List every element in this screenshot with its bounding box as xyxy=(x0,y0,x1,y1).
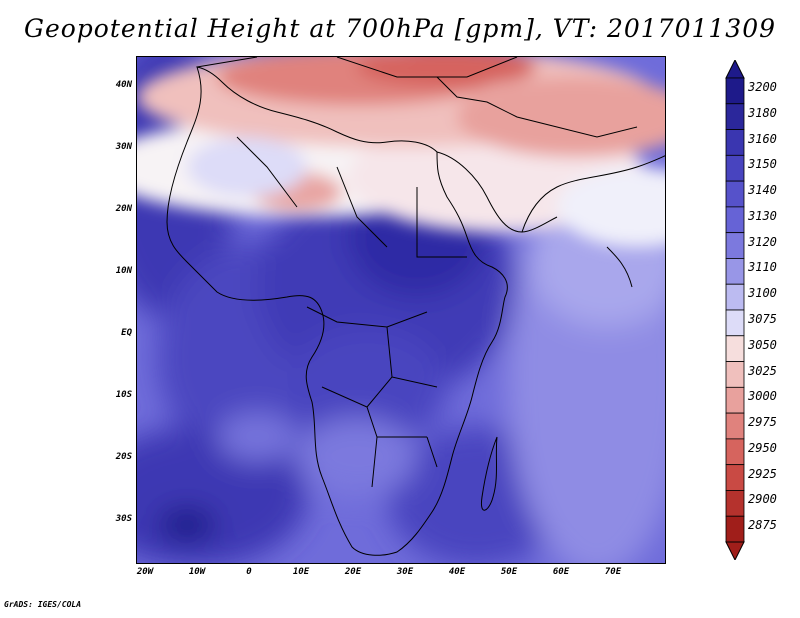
colorbar-label: 3025 xyxy=(748,363,777,378)
colorbar-swatch xyxy=(725,77,745,105)
colorbar-swatch xyxy=(725,129,745,156)
colorbar-swatch xyxy=(725,283,745,311)
colorbar-swatch xyxy=(725,515,745,543)
colorbar-swatch xyxy=(725,412,745,440)
colorbar xyxy=(725,60,745,560)
colorbar-label: 2900 xyxy=(748,492,777,507)
colorbar-label: 3200 xyxy=(748,80,777,94)
colorbar-top-arrow xyxy=(725,60,745,79)
colorbar-label: 3130 xyxy=(748,208,777,223)
colorbar-swatch xyxy=(725,180,745,208)
lon-label-20w: 20W xyxy=(136,567,154,577)
colorbar-label: 3150 xyxy=(748,157,777,172)
colorbar-swatch xyxy=(725,103,745,130)
colorbar-label: 3075 xyxy=(748,312,777,326)
lat-label-20s: 20S xyxy=(115,452,132,462)
colorbar-swatch xyxy=(725,206,745,234)
colorbar-swatch xyxy=(725,258,745,285)
lat-label-20n: 20N xyxy=(115,204,132,214)
colorbar-label: 3100 xyxy=(748,286,777,301)
colorbar-label: 2875 xyxy=(748,518,777,533)
colorbar-swatch xyxy=(725,386,745,414)
colorbar-swatch xyxy=(725,232,745,259)
colorbar-label: 3140 xyxy=(748,183,777,198)
colorbar-label: 3000 xyxy=(748,389,777,404)
grads-credit: GrADS: IGES/COLA xyxy=(4,600,82,609)
lat-label-10s: 10S xyxy=(115,390,132,400)
colorbar-label: 2975 xyxy=(748,415,777,430)
colorbar-swatch xyxy=(725,361,745,388)
lat-label-40n: 40N xyxy=(115,80,132,90)
lat-label-30s: 30S xyxy=(115,514,132,524)
colorbar-label: 3050 xyxy=(748,337,777,352)
colorbar-swatch xyxy=(725,154,745,182)
colorbar-label: 3160 xyxy=(748,131,777,146)
lon-label-10e: 10E xyxy=(292,567,310,577)
lon-label-10w: 10W xyxy=(188,567,206,577)
lon-label-50e: 50E xyxy=(500,567,518,577)
lon-label-20e: 20E xyxy=(344,567,362,577)
colorbar-label: 3110 xyxy=(748,260,777,275)
colorbar-label: 3180 xyxy=(748,105,777,120)
lon-label-40e: 40E xyxy=(448,567,466,577)
lon-label-70e: 70E xyxy=(604,567,622,577)
colorbar-label: 2925 xyxy=(748,466,777,481)
height-field-map xyxy=(137,57,665,563)
map-panel xyxy=(136,56,666,564)
lat-label-30n: 30N xyxy=(115,142,132,152)
lon-label-60e: 60E xyxy=(552,567,570,577)
colorbar-swatch xyxy=(725,309,745,337)
colorbar-swatch xyxy=(725,335,745,362)
lat-label-eq: EQ xyxy=(121,328,132,338)
lat-label-10n: 10N xyxy=(115,266,132,276)
lon-label-0: 0 xyxy=(246,567,252,577)
colorbar-label: 2950 xyxy=(748,440,777,455)
colorbar-swatch xyxy=(725,438,745,466)
chart-title: Geopotential Height at 700hPa [gpm], VT:… xyxy=(23,14,777,43)
lon-label-30e: 30E xyxy=(396,567,414,577)
colorbar-swatch xyxy=(725,464,745,491)
colorbar-label: 3120 xyxy=(748,234,777,249)
colorbar-bottom-arrow xyxy=(725,541,745,560)
colorbar-swatch xyxy=(725,490,745,517)
coastlines xyxy=(166,57,665,556)
